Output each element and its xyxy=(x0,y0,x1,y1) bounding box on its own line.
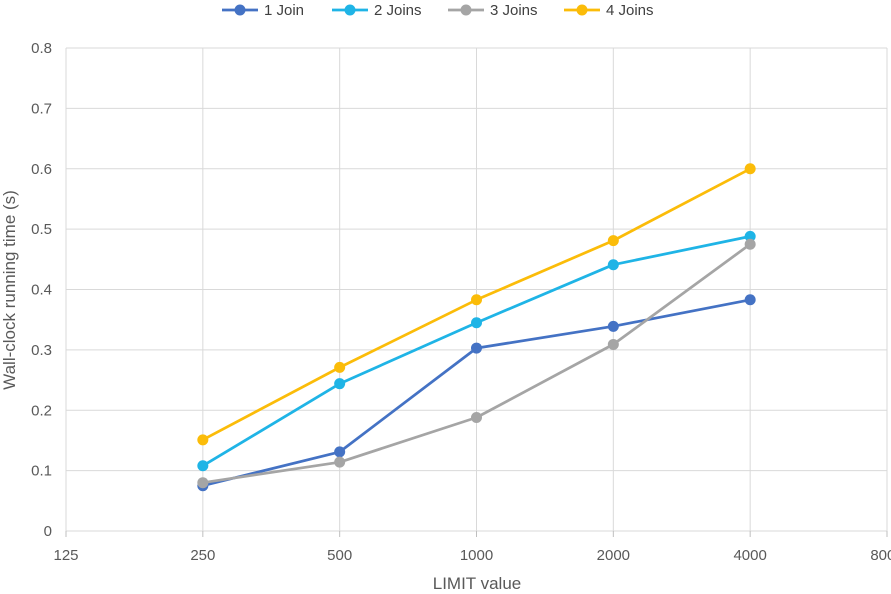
y-axis-ticks: 0 0.1 0.2 0.3 0.4 0.5 0.6 0.7 0.8 xyxy=(31,40,52,540)
data-point xyxy=(334,446,346,458)
legend-label: 1 Join xyxy=(264,2,304,19)
y-tick-label: 0.4 xyxy=(31,282,52,299)
data-point xyxy=(607,235,619,247)
legend-item: 2 Joins xyxy=(332,2,422,19)
gridlines xyxy=(65,47,888,537)
data-point xyxy=(334,456,346,468)
y-tick-label: 0.7 xyxy=(31,100,52,117)
x-axis-ticks: 125 250 500 1000 2000 4000 8000 xyxy=(53,547,891,564)
data-point xyxy=(607,259,619,271)
y-tick-label: 0.3 xyxy=(31,342,52,359)
data-point xyxy=(471,294,482,306)
legend-marker xyxy=(234,4,246,16)
series-2 xyxy=(197,230,756,472)
data-point xyxy=(471,342,482,354)
series-3 xyxy=(197,238,756,489)
legend-item: 3 Joins xyxy=(448,2,538,19)
legend-marker xyxy=(460,4,472,16)
data-point xyxy=(471,411,482,423)
data-point xyxy=(607,338,619,350)
y-tick-label: 0.6 xyxy=(31,161,52,178)
y-tick-label: 0 xyxy=(44,523,52,540)
legend-label: 3 Joins xyxy=(490,2,538,19)
legend-label: 2 Joins xyxy=(374,2,422,19)
x-tick-label: 8000 xyxy=(870,547,891,564)
y-axis-title: Wall-clock running time (s) xyxy=(0,190,19,390)
data-point xyxy=(471,317,482,329)
series-4 xyxy=(197,163,756,446)
x-tick-label: 1000 xyxy=(460,547,493,564)
y-tick-label: 0.5 xyxy=(31,221,52,238)
x-tick-label: 4000 xyxy=(733,547,766,564)
y-tick-label: 0.1 xyxy=(31,463,52,480)
data-point xyxy=(197,434,209,446)
x-tick-label: 125 xyxy=(53,547,78,564)
legend-item: 1 Join xyxy=(222,2,304,19)
y-tick-label: 0.8 xyxy=(31,40,52,57)
data-point xyxy=(607,320,619,332)
data-point xyxy=(197,460,209,472)
x-tick-label: 2000 xyxy=(597,547,630,564)
legend-marker xyxy=(576,4,588,16)
legend-marker xyxy=(344,4,356,16)
series-group xyxy=(197,163,756,492)
data-point xyxy=(744,163,756,175)
x-axis-title: LIMIT value xyxy=(433,574,522,593)
x-tick-label: 250 xyxy=(190,547,215,564)
data-point xyxy=(744,238,756,250)
data-point xyxy=(744,230,756,242)
legend-label: 4 Joins xyxy=(606,2,654,19)
legend: 1 Join 2 Joins 3 Joins 4 Joins xyxy=(222,2,654,19)
data-point xyxy=(744,294,756,306)
data-point xyxy=(197,477,209,489)
legend-item: 4 Joins xyxy=(564,2,654,19)
y-tick-label: 0.2 xyxy=(31,402,52,419)
data-point xyxy=(334,361,346,373)
x-tick-label: 500 xyxy=(327,547,352,564)
data-point xyxy=(334,378,346,390)
